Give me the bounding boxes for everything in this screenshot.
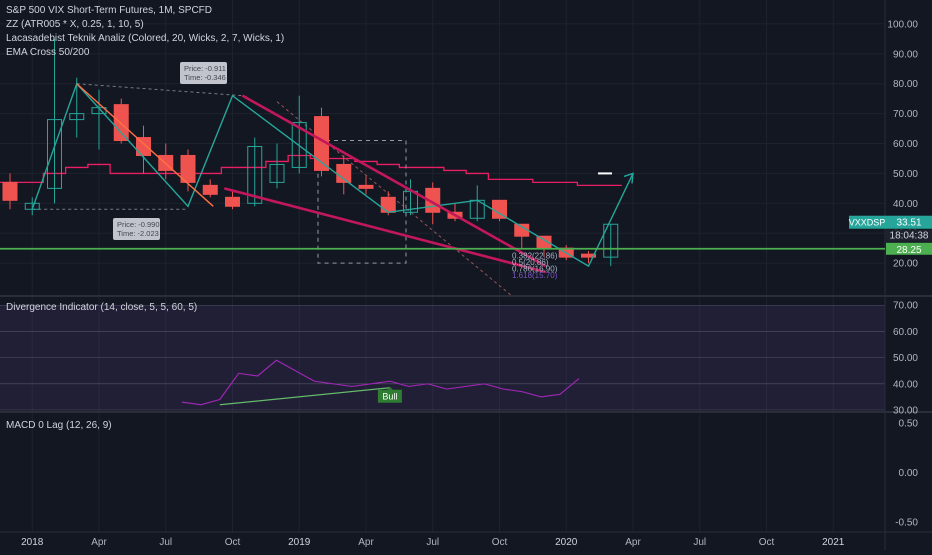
upper-tooltip-box [180, 62, 227, 84]
green-level-label: 28.25 [896, 245, 921, 256]
indicator-lacasadebist: Lacasadebist Teknik Analiz (Colored, 20,… [6, 33, 285, 44]
x-tick-7: Oct [492, 537, 508, 548]
fib-label-1: 0.5(20.86) [512, 258, 549, 267]
candle-body-13 [291, 122, 307, 168]
divergence-title: Divergence Indicator (14, close, 5, 5, 6… [6, 302, 198, 313]
divergence-tick-3: 40.00 [893, 379, 918, 390]
chart-title: S&P 500 VIX Short-Term Futures, 1M, SPCF… [6, 5, 212, 16]
ema-line [0, 154, 622, 187]
wedge-upper-line [241, 94, 547, 268]
zigzag-line [31, 82, 634, 268]
price-tick-4: 60.00 [893, 139, 918, 150]
candle-body-27 [603, 223, 619, 258]
fib-label-2: 0.786(16.90) [512, 265, 558, 274]
upper-tooltip-line-1: Time: -0.346 [184, 73, 226, 82]
lower-tooltip-line-1: Time: -2.023 [117, 229, 159, 238]
candle-body-11 [247, 146, 263, 204]
macd-tick-1: 0.00 [899, 468, 919, 479]
zigzag-arrow [623, 172, 634, 184]
x-tick-6: Jul [426, 537, 439, 548]
candle-body-0 [2, 181, 18, 201]
x-tick-11: Oct [759, 537, 775, 548]
lower-tooltip-box [113, 218, 160, 240]
indicator-ema: EMA Cross 50/200 [6, 47, 90, 58]
timer-label: 18:04:38 [890, 231, 929, 242]
divergence-line [181, 359, 580, 406]
candle-body-17 [380, 196, 396, 213]
candle-body-8 [180, 154, 196, 183]
lower-tooltip-line-0: Price: -0.990 [117, 220, 160, 229]
green-level-box [886, 242, 932, 255]
grid-lines [0, 0, 885, 532]
price-tick-8: 20.00 [893, 259, 918, 270]
divergence-legend: Divergence Indicator (14, close, 5, 5, 6… [6, 301, 197, 315]
pivot-connector-top [76, 83, 243, 97]
divergence-tick-4: 30.00 [893, 406, 918, 417]
price-tag-name-box [849, 215, 886, 229]
candle-body-6 [136, 137, 151, 156]
candle-body-9 [202, 184, 218, 195]
fib-box [317, 140, 407, 264]
decline-line [76, 83, 214, 207]
price-tag-name: VXXDSP [849, 218, 886, 228]
wedge-lower-line [223, 187, 547, 274]
candle-body-5 [113, 104, 129, 142]
bull-marker-pointer [386, 386, 393, 390]
bull-marker-box [377, 389, 402, 403]
bull-marker-label: Bull [382, 392, 397, 402]
divergence-tick-2: 50.00 [893, 353, 918, 364]
divergence-tick-1: 60.00 [893, 327, 918, 338]
divergence-band [0, 305, 885, 410]
macd-tick-2: -0.50 [895, 518, 918, 529]
x-tick-12: 2021 [822, 537, 845, 548]
candle-body-2 [47, 119, 62, 189]
timer-box [886, 229, 932, 242]
macd-tick-0: 0.50 [899, 418, 919, 429]
candle-body-16 [358, 184, 374, 189]
bull-divergence-line [219, 387, 390, 406]
price-tick-2: 80.00 [893, 79, 918, 90]
price-tag-value-box [886, 215, 932, 229]
price-tick-1: 90.00 [893, 49, 918, 60]
main-legend: S&P 500 VIX Short-Term Futures, 1M, SPCF… [6, 4, 284, 60]
fib-label-3: 1.618(15.70) [512, 271, 558, 280]
candle-body-26 [581, 253, 596, 258]
price-tick-0: 100.00 [887, 19, 918, 30]
x-tick-1: Apr [91, 537, 107, 548]
macd-legend: MACD 0 Lag (12, 26, 9) [6, 419, 112, 433]
x-tick-10: Jul [693, 537, 706, 548]
x-tick-3: Oct [225, 537, 241, 548]
divergence-tick-0: 70.00 [893, 301, 918, 312]
price-tick-6: 40.00 [893, 199, 918, 210]
upper-tooltip-line-0: Price: -0.911 [184, 64, 226, 73]
indicator-zz: ZZ (ATR005 * X, 0.25, 1, 10, 5) [6, 19, 144, 30]
candle-body-12 [269, 163, 285, 183]
macd-title: MACD 0 Lag (12, 26, 9) [6, 420, 112, 431]
x-tick-0: 2018 [21, 537, 44, 548]
x-tick-8: 2020 [555, 537, 578, 548]
price-tag-value: 33.51 [896, 218, 921, 229]
x-tick-5: Apr [358, 537, 374, 548]
x-tick-2: Jul [159, 537, 172, 548]
fib-label-0: 0.382(22.86) [512, 252, 558, 261]
x-tick-4: 2019 [288, 537, 311, 548]
x-tick-9: Apr [625, 537, 641, 548]
price-tick-5: 50.00 [893, 169, 918, 180]
candle-body-3 [69, 113, 85, 121]
candle-body-10 [225, 196, 240, 207]
price-tick-3: 70.00 [893, 109, 918, 120]
